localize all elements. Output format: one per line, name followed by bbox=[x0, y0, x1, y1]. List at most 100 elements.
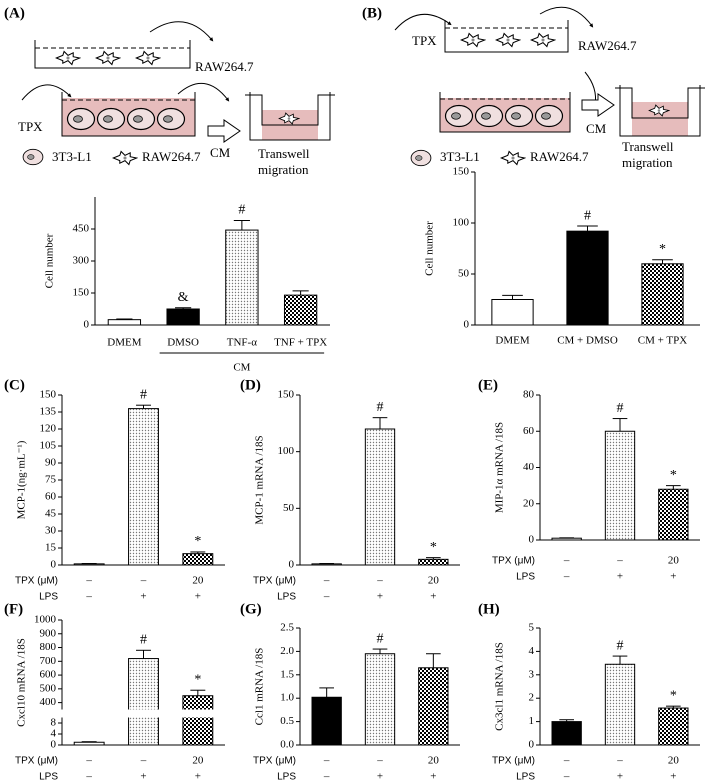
row-value: 20 bbox=[668, 555, 680, 567]
y-tick-label: 135 bbox=[40, 406, 57, 418]
y-axis-label: Cell number bbox=[424, 221, 436, 276]
diagram-text: RAW264.7 bbox=[578, 38, 637, 53]
y-tick-label: 20 bbox=[523, 497, 535, 509]
row-value: – bbox=[563, 571, 570, 583]
y-tick-label: 2.5 bbox=[280, 622, 294, 634]
row-value: + bbox=[670, 571, 676, 583]
y-tick-label: 1000 bbox=[34, 614, 57, 626]
bar bbox=[604, 663, 636, 746]
y-axis-label: MCP-1(ng·mL⁻¹) bbox=[16, 440, 28, 519]
y-tick-label: 60 bbox=[45, 491, 57, 503]
row-value: 20 bbox=[668, 755, 680, 767]
row-value: – bbox=[85, 771, 92, 780]
bar bbox=[128, 408, 159, 566]
bar bbox=[641, 263, 684, 326]
annotation: * bbox=[659, 242, 666, 257]
y-tick-label: 700 bbox=[40, 655, 57, 667]
annotation: * bbox=[430, 540, 437, 555]
bar bbox=[283, 294, 318, 326]
y-tick-label: 150 bbox=[73, 287, 90, 299]
axis-break bbox=[181, 709, 214, 718]
y-tick-label: 0 bbox=[51, 739, 57, 751]
row-value: + bbox=[195, 771, 201, 780]
row-value: 20 bbox=[428, 755, 440, 767]
row-label: LPS bbox=[39, 772, 58, 780]
y-tick-label: 15 bbox=[45, 542, 57, 554]
bar bbox=[658, 488, 689, 541]
row-label: LPS bbox=[277, 592, 296, 603]
y-axis-label: Ccl1 mRNA /18S bbox=[254, 648, 266, 726]
annotation: & bbox=[178, 290, 189, 305]
row-value: – bbox=[140, 575, 147, 587]
y-axis-label: Cxcl10 mRNA /18S bbox=[16, 638, 28, 727]
row-label: TPX (μM) bbox=[253, 576, 296, 587]
y-tick-label: 1.5 bbox=[280, 668, 294, 680]
row-value: – bbox=[616, 555, 623, 567]
row-label: TPX (μM) bbox=[492, 556, 535, 567]
row-value: – bbox=[563, 755, 570, 767]
row-value: – bbox=[616, 755, 623, 767]
row-value: + bbox=[670, 771, 676, 780]
y-tick-label: 0.0 bbox=[280, 739, 294, 751]
y-tick-label: 800 bbox=[40, 641, 57, 653]
row-value: – bbox=[376, 755, 383, 767]
row-value: + bbox=[140, 771, 146, 780]
bar bbox=[73, 741, 105, 746]
bar bbox=[311, 696, 342, 746]
x-tick-label: TNF-α bbox=[227, 337, 257, 349]
panel-label: (H) bbox=[478, 601, 500, 617]
row-value: 20 bbox=[192, 575, 204, 587]
panel-label: (F) bbox=[4, 601, 23, 617]
diagram-text: migration bbox=[622, 155, 673, 170]
x-tick-label: DMEM bbox=[107, 337, 141, 349]
row-value: – bbox=[85, 591, 92, 603]
bar bbox=[182, 695, 214, 746]
y-tick-label: 150 bbox=[40, 389, 57, 401]
row-value: – bbox=[376, 575, 383, 587]
y-tick-label: 120 bbox=[40, 423, 57, 435]
panel-label: (E) bbox=[478, 377, 498, 393]
row-label: LPS bbox=[516, 772, 535, 780]
x-tick-label: TNF + TPX bbox=[274, 337, 327, 349]
annotation: * bbox=[194, 534, 201, 549]
bar bbox=[128, 658, 159, 746]
y-tick-label: 450 bbox=[73, 223, 90, 235]
y-tick-label: 1.0 bbox=[280, 692, 294, 704]
y-tick-label: 150 bbox=[453, 166, 470, 178]
y-tick-label: 90 bbox=[45, 457, 57, 469]
y-axis-label: MIP-1α mRNA /18S bbox=[494, 422, 506, 513]
group-label: CM bbox=[233, 362, 250, 374]
row-value: – bbox=[563, 771, 570, 780]
diagram-text: CM bbox=[210, 145, 231, 160]
row-value: + bbox=[617, 771, 623, 780]
annotation: * bbox=[670, 468, 677, 483]
diagram-a: RAW264.7 TPX CM Transwell migration 3T3-… bbox=[18, 21, 335, 177]
row-label: LPS bbox=[516, 572, 535, 583]
y-tick-label: 2.0 bbox=[280, 645, 294, 657]
row-label: TPX (μM) bbox=[15, 576, 58, 587]
y-tick-label: 0 bbox=[289, 559, 295, 571]
y-tick-label: 8 bbox=[51, 717, 57, 729]
annotation: # bbox=[140, 387, 147, 402]
bar bbox=[364, 653, 396, 746]
row-value: – bbox=[323, 771, 330, 780]
y-tick-label: 0.5 bbox=[280, 715, 294, 727]
y-tick-label: 5 bbox=[529, 622, 535, 634]
y-tick-label: 500 bbox=[40, 682, 57, 694]
axis-break bbox=[127, 709, 160, 718]
row-label: TPX (μM) bbox=[15, 756, 58, 767]
row-label: TPX (μM) bbox=[253, 756, 296, 767]
row-label: TPX (μM) bbox=[492, 756, 535, 767]
row-value: – bbox=[85, 575, 92, 587]
row-value: – bbox=[323, 755, 330, 767]
y-tick-label: 60 bbox=[523, 425, 535, 437]
bar bbox=[566, 230, 609, 326]
diagram-text: Transwell bbox=[622, 139, 674, 154]
row-value: – bbox=[323, 575, 330, 587]
row-value: – bbox=[323, 591, 330, 603]
row-label: LPS bbox=[277, 772, 296, 780]
y-axis-label: Cell number bbox=[44, 233, 56, 288]
bar bbox=[182, 553, 214, 566]
diagram-text: TPX bbox=[412, 33, 437, 48]
